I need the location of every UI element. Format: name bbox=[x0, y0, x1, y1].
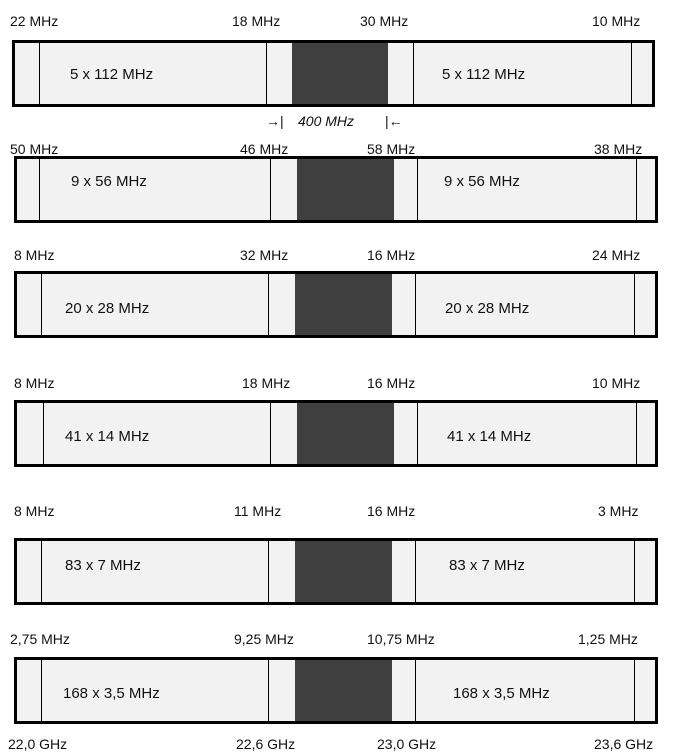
row2-guard-right: 38 MHz bbox=[594, 141, 643, 157]
row4-guard-right: 10 MHz bbox=[592, 375, 641, 391]
row5-right-guard-edge bbox=[634, 541, 635, 602]
row4-channels-low: 41 x 14 MHz bbox=[65, 428, 150, 445]
row4-guard-center-left: 18 MHz bbox=[242, 375, 291, 391]
row6-guard-center-right: 10,75 MHz bbox=[367, 631, 435, 647]
row3-guard-center-left: 32 MHz bbox=[240, 247, 289, 263]
row5-block-b-edge bbox=[415, 541, 416, 602]
row2-band: 9 x 56 MHz 9 x 56 MHz bbox=[14, 156, 658, 223]
row6-channels-high: 168 x 3,5 MHz bbox=[453, 685, 550, 702]
row4-band: 41 x 14 MHz 41 x 14 MHz bbox=[14, 400, 658, 467]
gap-width-label: 400 MHz bbox=[298, 113, 355, 129]
row1-channels-high: 5 x 112 MHz bbox=[442, 66, 526, 83]
row3-block-a-edge bbox=[268, 274, 269, 335]
row1-band: 5 x 112 MHz 5 x 112 MHz bbox=[12, 40, 655, 107]
row3-left-guard-edge bbox=[41, 274, 42, 335]
row5-block-a-edge bbox=[268, 541, 269, 602]
row2-guard-left: 50 MHz bbox=[10, 141, 59, 157]
row4-left-guard-edge bbox=[43, 403, 44, 464]
row5-channels-high: 83 x 7 MHz bbox=[449, 557, 525, 574]
row1-channels-low: 5 x 112 MHz bbox=[70, 66, 154, 83]
axis-label-23-0: 23,0 GHz bbox=[377, 736, 437, 752]
row1-left-guard-edge bbox=[39, 43, 40, 104]
axis-label-23-6: 23,6 GHz bbox=[594, 736, 654, 752]
row6-block-a-edge bbox=[268, 660, 269, 721]
row5-guard-center-right: 16 MHz bbox=[367, 503, 416, 519]
row2-left-guard-edge bbox=[39, 159, 40, 220]
row5-center-gap bbox=[295, 541, 392, 602]
gap-arrow-left-icon: →| bbox=[266, 113, 284, 129]
row2-channels-low: 9 x 56 MHz bbox=[71, 173, 147, 190]
row1-block-a-edge bbox=[266, 43, 267, 104]
row4-guard-center-right: 16 MHz bbox=[367, 375, 416, 391]
row6-guard-left: 2,75 MHz bbox=[10, 631, 70, 647]
row1-block-b-edge bbox=[413, 43, 414, 104]
row2-guard-center-left: 46 MHz bbox=[240, 141, 289, 157]
row5-guard-left: 8 MHz bbox=[14, 503, 55, 519]
row5-left-guard-edge bbox=[41, 541, 42, 602]
gap-arrow-right-icon: |← bbox=[385, 113, 403, 129]
row6-guard-center-left: 9,25 MHz bbox=[234, 631, 294, 647]
row3-center-gap bbox=[295, 274, 392, 335]
row1-guard-right: 10 MHz bbox=[592, 13, 641, 29]
row2-right-guard-edge bbox=[636, 159, 637, 220]
row1-right-guard-edge bbox=[631, 43, 632, 104]
row6-center-gap bbox=[295, 660, 392, 721]
row6-block-b-edge bbox=[415, 660, 416, 721]
axis-label-22-6: 22,6 GHz bbox=[236, 736, 296, 752]
row3-block-b-edge bbox=[415, 274, 416, 335]
row4-center-gap bbox=[297, 403, 394, 464]
row1-guard-left: 22 MHz bbox=[10, 13, 59, 29]
row3-right-guard-edge bbox=[634, 274, 635, 335]
row4-block-b-edge bbox=[417, 403, 418, 464]
row1-guard-center-left: 18 MHz bbox=[232, 13, 281, 29]
row3-guard-right: 24 MHz bbox=[592, 247, 641, 263]
row4-block-a-edge bbox=[270, 403, 271, 464]
row4-right-guard-edge bbox=[636, 403, 637, 464]
row5-channels-low: 83 x 7 MHz bbox=[65, 557, 141, 574]
row2-block-b-edge bbox=[417, 159, 418, 220]
row3-band: 20 x 28 MHz 20 x 28 MHz bbox=[14, 271, 658, 338]
row4-channels-high: 41 x 14 MHz bbox=[447, 428, 532, 445]
row6-left-guard-edge bbox=[41, 660, 42, 721]
row4-guard-left: 8 MHz bbox=[14, 375, 55, 391]
row5-guard-right: 3 MHz bbox=[598, 503, 639, 519]
row3-guard-left: 8 MHz bbox=[14, 247, 55, 263]
row2-block-a-edge bbox=[270, 159, 271, 220]
row3-channels-high: 20 x 28 MHz bbox=[445, 300, 530, 317]
row5-guard-center-left: 11 MHz bbox=[234, 503, 282, 519]
row3-channels-low: 20 x 28 MHz bbox=[65, 300, 150, 317]
row6-right-guard-edge bbox=[634, 660, 635, 721]
row1-center-gap bbox=[292, 43, 388, 104]
row3-guard-center-right: 16 MHz bbox=[367, 247, 416, 263]
row6-band: 168 x 3,5 MHz 168 x 3,5 MHz bbox=[14, 657, 658, 724]
row1-guard-center-right: 30 MHz bbox=[360, 13, 409, 29]
row5-band: 83 x 7 MHz 83 x 7 MHz bbox=[14, 538, 658, 605]
row2-guard-center-right: 58 MHz bbox=[367, 141, 416, 157]
row6-guard-right: 1,25 MHz bbox=[578, 631, 638, 647]
row2-center-gap bbox=[297, 159, 394, 220]
axis-label-22-0: 22,0 GHz bbox=[8, 736, 68, 752]
row2-channels-high: 9 x 56 MHz bbox=[444, 173, 520, 190]
row6-channels-low: 168 x 3,5 MHz bbox=[63, 685, 160, 702]
